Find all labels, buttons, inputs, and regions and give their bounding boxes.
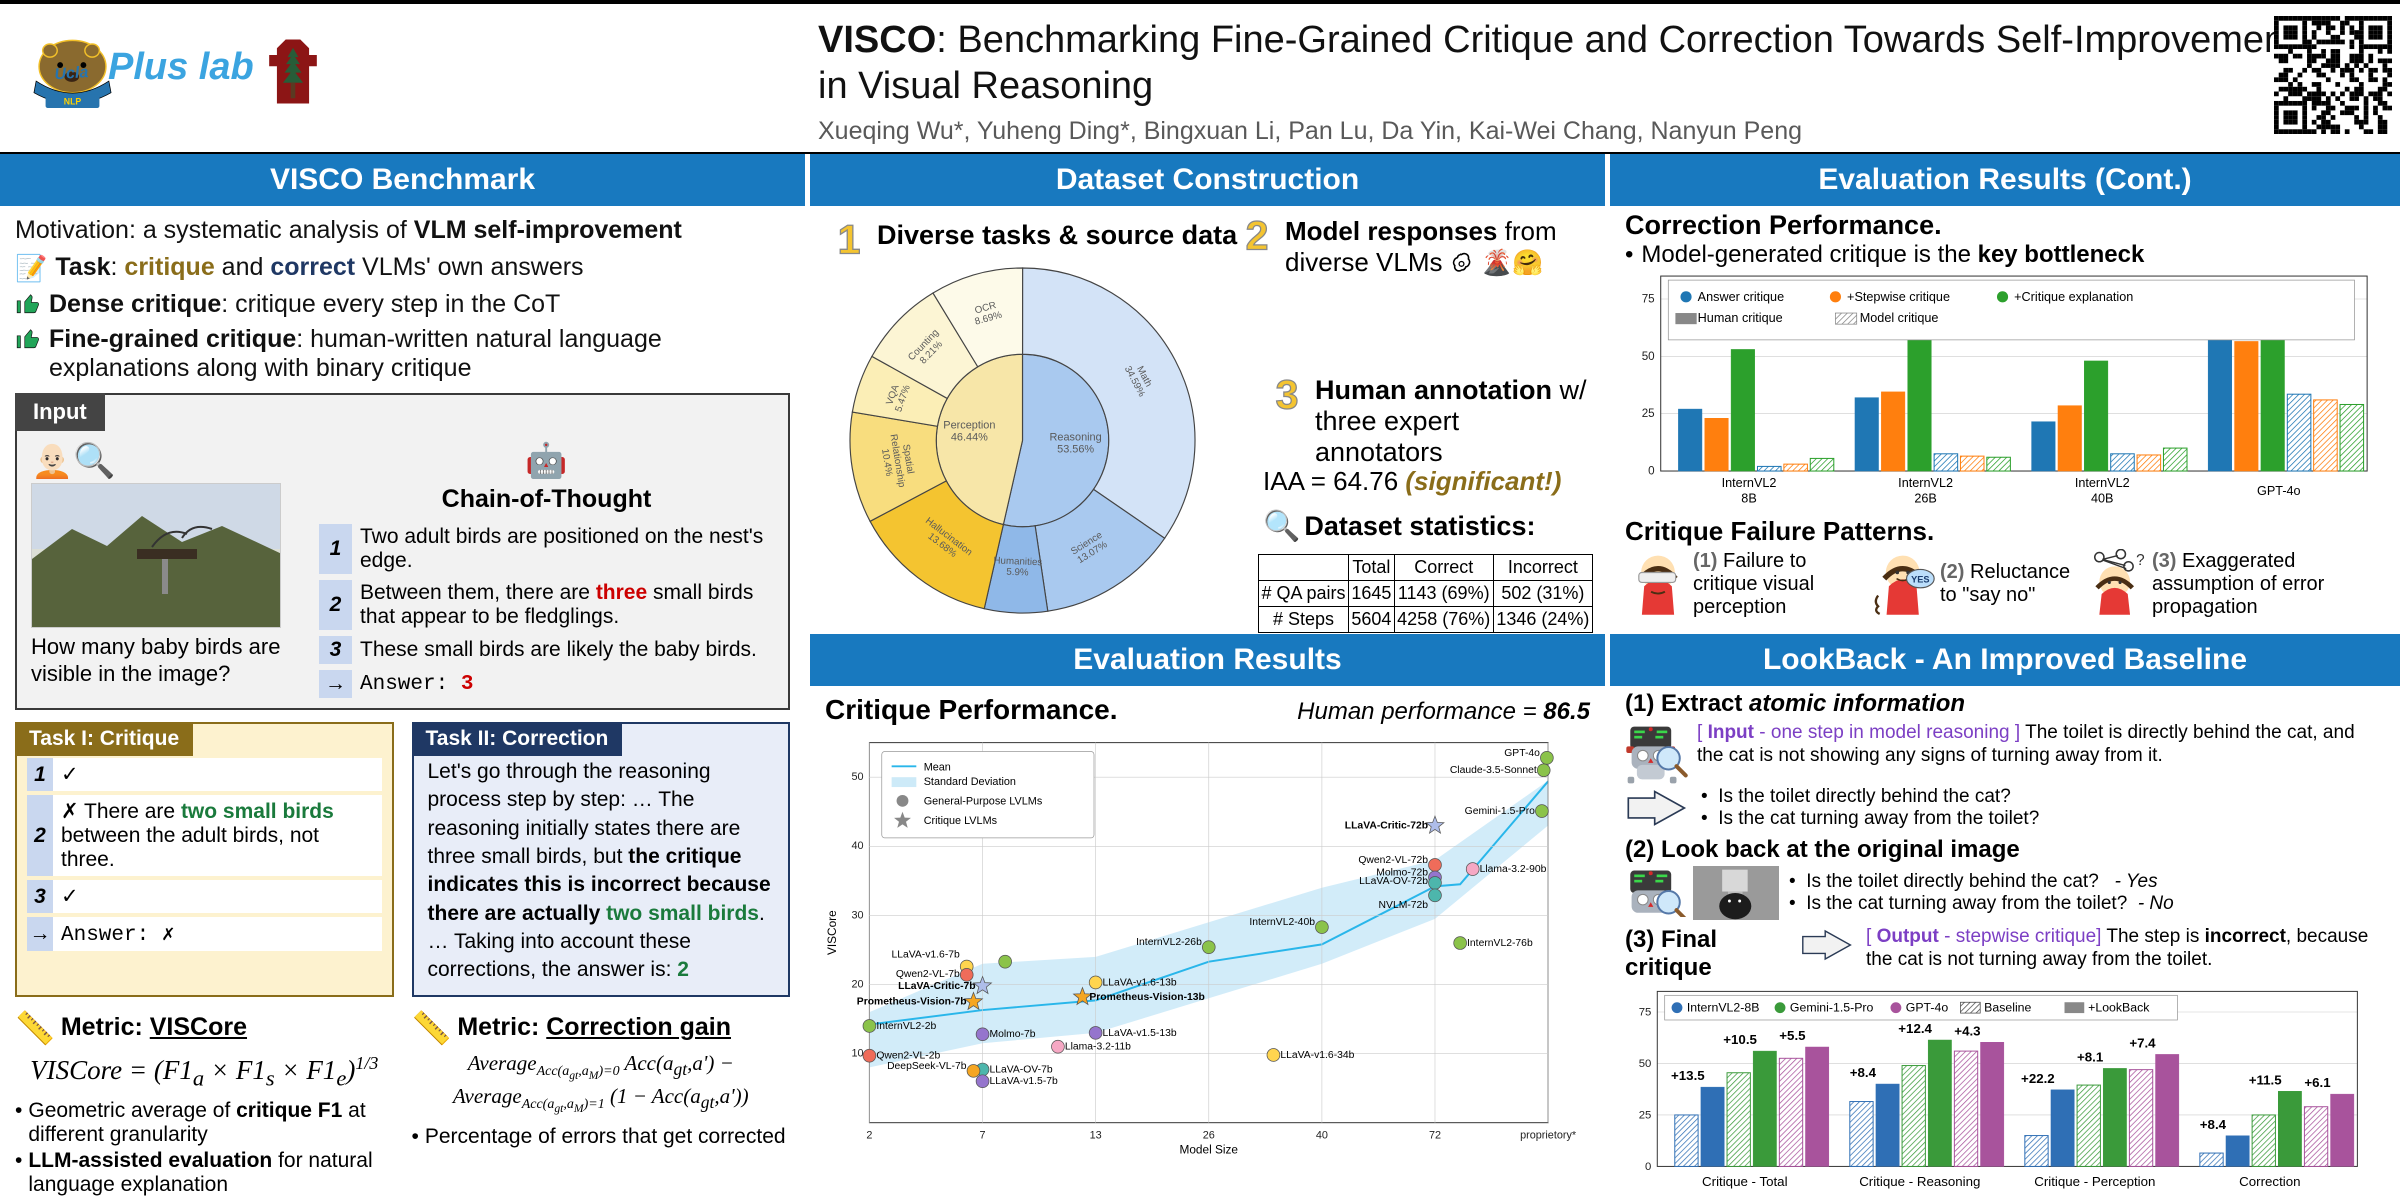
svg-text:+Critique explanation: +Critique explanation xyxy=(2014,290,2133,304)
svg-text:Correction: Correction xyxy=(2239,1174,2300,1189)
svg-text:Claude-3.5-Sonnet: Claude-3.5-Sonnet xyxy=(1450,765,1537,776)
svg-text:Llama-3.2-11b: Llama-3.2-11b xyxy=(1065,1042,1131,1053)
svg-text:DeepSeek-VL-7b: DeepSeek-VL-7b xyxy=(887,1061,967,1072)
svg-text:proprietory*: proprietory* xyxy=(1520,1129,1577,1141)
svg-text:Molmo-7b: Molmo-7b xyxy=(989,1029,1035,1040)
svg-text:Model Size: Model Size xyxy=(1180,1142,1239,1156)
svg-text:Mean: Mean xyxy=(924,761,951,773)
svg-text:Critique LVLMs: Critique LVLMs xyxy=(924,815,998,827)
svg-text:Standard Deviation: Standard Deviation xyxy=(924,776,1016,788)
svg-text:75: 75 xyxy=(1639,1006,1652,1018)
svg-text:LLaVA-v1.6-7b: LLaVA-v1.6-7b xyxy=(891,950,960,961)
svg-text:InternVL2-40b: InternVL2-40b xyxy=(1249,917,1315,928)
svg-text:LLaVA-v1.6-13b: LLaVA-v1.6-13b xyxy=(1103,977,1177,988)
svg-text:+11.5: +11.5 xyxy=(2249,1072,2283,1087)
svg-text:General-Purpose LVLMs: General-Purpose LVLMs xyxy=(924,795,1043,807)
svg-text:LLaVA-v1.6-34b: LLaVA-v1.6-34b xyxy=(1280,1050,1354,1061)
svg-text:Critique - Perception: Critique - Perception xyxy=(2034,1174,2155,1189)
svg-text:GPT-4o: GPT-4o xyxy=(1906,1001,1949,1015)
svg-text:13: 13 xyxy=(1090,1129,1102,1141)
svg-text:3: 3 xyxy=(1276,372,1299,418)
svg-text:+22.2: +22.2 xyxy=(2021,1071,2055,1086)
svg-text:Human critique: Human critique xyxy=(1698,311,1783,325)
svg-text:+8.1: +8.1 xyxy=(2077,1050,2104,1065)
svg-text:InternVL2-76b: InternVL2-76b xyxy=(1467,938,1533,949)
svg-text:YES: YES xyxy=(1911,574,1929,584)
svg-text:25: 25 xyxy=(1639,1109,1652,1121)
svg-text:Model critique: Model critique xyxy=(1860,311,1939,325)
svg-text:25: 25 xyxy=(1642,407,1655,420)
svg-text:+10.5: +10.5 xyxy=(1723,1032,1757,1047)
svg-text:Answer critique: Answer critique xyxy=(1698,290,1784,304)
svg-text:LLaVA-v1.5-13b: LLaVA-v1.5-13b xyxy=(1103,1028,1177,1039)
svg-text:InternVL2: InternVL2 xyxy=(1898,476,1953,490)
svg-text:Qwen2-VL-72b: Qwen2-VL-72b xyxy=(1358,855,1428,866)
svg-text:+12.4: +12.4 xyxy=(1898,1021,1932,1036)
svg-text:8B: 8B xyxy=(1741,491,1756,505)
svg-text:GPT-4o: GPT-4o xyxy=(2257,484,2301,498)
svg-text:50: 50 xyxy=(851,771,863,783)
svg-text:26: 26 xyxy=(1203,1129,1215,1141)
svg-text:Prometheus-Vision-13b: Prometheus-Vision-13b xyxy=(1089,992,1205,1003)
svg-text:2: 2 xyxy=(1246,213,1269,259)
svg-text:+8.4: +8.4 xyxy=(2200,1117,2227,1132)
svg-text:30: 30 xyxy=(851,909,863,921)
svg-text:InternVL2: InternVL2 xyxy=(2075,476,2130,490)
svg-text:InternVL2-2b: InternVL2-2b xyxy=(876,1021,936,1032)
svg-text:0: 0 xyxy=(1645,1161,1651,1173)
svg-text:7: 7 xyxy=(980,1129,986,1141)
svg-text:Gemini-1.5-Pro: Gemini-1.5-Pro xyxy=(1790,1001,1874,1015)
svg-text:+4.3: +4.3 xyxy=(1954,1023,1980,1038)
svg-text:0: 0 xyxy=(1648,465,1655,478)
svg-text:LLaVA-v1.5-7b: LLaVA-v1.5-7b xyxy=(989,1076,1058,1087)
svg-text:40: 40 xyxy=(1316,1129,1328,1141)
svg-text:InternVL2-8B: InternVL2-8B xyxy=(1687,1001,1760,1015)
svg-text:50: 50 xyxy=(1642,350,1655,363)
svg-text:LLaVA-OV-72b: LLaVA-OV-72b xyxy=(1359,876,1428,887)
svg-text:+7.4: +7.4 xyxy=(2129,1036,2156,1051)
svg-text:VISCore: VISCore xyxy=(825,910,839,955)
svg-text:Gemini-1.5-Pro: Gemini-1.5-Pro xyxy=(1465,806,1535,817)
svg-text:Llama-3.2-90b: Llama-3.2-90b xyxy=(1480,864,1547,875)
svg-text:InternVL2-26b: InternVL2-26b xyxy=(1136,937,1202,948)
svg-text:Critique - Reasoning: Critique - Reasoning xyxy=(1859,1174,1980,1189)
svg-text:Qwen2-VL-7b: Qwen2-VL-7b xyxy=(896,969,960,980)
svg-text:GPT-4o: GPT-4o xyxy=(1504,748,1540,759)
svg-text:+5.5: +5.5 xyxy=(1779,1028,1806,1043)
svg-text:+13.5: +13.5 xyxy=(1671,1068,1705,1083)
svg-text:Qwen2-VL-2b: Qwen2-VL-2b xyxy=(876,1051,940,1062)
svg-text:Ucla: Ucla xyxy=(54,64,89,83)
svg-text:+LookBack: +LookBack xyxy=(2088,1001,2150,1015)
svg-text:1: 1 xyxy=(838,217,861,263)
svg-text:NVLM-72b: NVLM-72b xyxy=(1379,900,1429,911)
svg-text:LLaVA-Critic-7b: LLaVA-Critic-7b xyxy=(898,981,976,992)
svg-text:+8.4: +8.4 xyxy=(1850,1065,1877,1080)
svg-text:+6.1: +6.1 xyxy=(2304,1075,2331,1090)
svg-text:75: 75 xyxy=(1642,293,1655,306)
svg-text:?: ? xyxy=(2136,552,2145,569)
svg-text:Prometheus-Vision-7b: Prometheus-Vision-7b xyxy=(857,997,967,1008)
svg-text:10: 10 xyxy=(851,1048,863,1060)
svg-text:26B: 26B xyxy=(1914,491,1937,505)
svg-text:20: 20 xyxy=(851,978,863,990)
svg-text:40B: 40B xyxy=(2091,491,2114,505)
svg-text:NLP: NLP xyxy=(64,96,82,106)
svg-text:LLaVA-OV-7b: LLaVA-OV-7b xyxy=(989,1064,1052,1075)
svg-text:72: 72 xyxy=(1429,1129,1441,1141)
svg-text:50: 50 xyxy=(1639,1058,1652,1070)
svg-text:InternVL2: InternVL2 xyxy=(1722,476,1777,490)
svg-text:LLaVA-Critic-72b: LLaVA-Critic-72b xyxy=(1345,821,1428,832)
svg-text:Baseline: Baseline xyxy=(1984,1001,2031,1015)
svg-text:40: 40 xyxy=(851,840,863,852)
svg-text:2: 2 xyxy=(866,1129,872,1141)
svg-text:Critique - Total: Critique - Total xyxy=(1702,1174,1788,1189)
svg-text:+Stepwise critique: +Stepwise critique xyxy=(1847,290,1950,304)
